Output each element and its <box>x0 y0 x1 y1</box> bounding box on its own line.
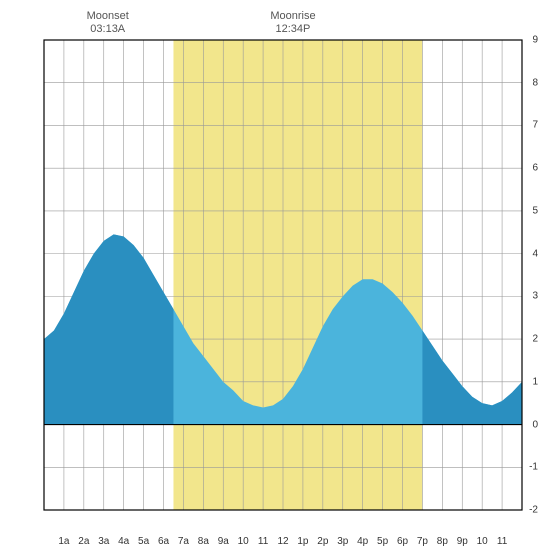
x-tick-label: 6a <box>158 536 169 547</box>
x-tick-label: 9p <box>457 536 468 547</box>
x-tick-label: 10 <box>477 536 488 547</box>
chart-svg <box>10 10 540 522</box>
x-tick-label: 1p <box>297 536 308 547</box>
y-tick-label: 3 <box>532 291 538 302</box>
top-annotations: Moonset 03:13A Moonrise 12:34P <box>10 10 540 38</box>
x-tick-label: 2a <box>78 536 89 547</box>
x-tick-label: 10 <box>238 536 249 547</box>
y-tick-label: 5 <box>532 205 538 216</box>
y-axis-labels: -2-10123456789 <box>524 40 538 510</box>
moonset-annotation: Moonset 03:13A <box>78 10 138 36</box>
x-tick-label: 7a <box>178 536 189 547</box>
moonrise-time: 12:34P <box>263 23 323 36</box>
x-tick-label: 6p <box>397 536 408 547</box>
y-tick-label: 8 <box>532 77 538 88</box>
y-tick-label: -1 <box>529 462 538 473</box>
x-tick-label: 2p <box>317 536 328 547</box>
x-tick-label: 4p <box>357 536 368 547</box>
x-tick-label: 3p <box>337 536 348 547</box>
x-tick-label: 1a <box>58 536 69 547</box>
y-tick-label: 2 <box>532 334 538 345</box>
x-tick-label: 11 <box>497 536 507 547</box>
x-tick-label: 5p <box>377 536 388 547</box>
x-tick-label: 4a <box>118 536 129 547</box>
x-tick-label: 7p <box>417 536 428 547</box>
y-tick-label: 4 <box>532 248 538 259</box>
y-tick-label: 9 <box>532 35 538 46</box>
x-tick-label: 3a <box>98 536 109 547</box>
y-tick-label: 1 <box>532 376 538 387</box>
y-tick-label: 7 <box>532 120 538 131</box>
moonset-title: Moonset <box>78 10 138 23</box>
y-tick-label: 0 <box>532 419 538 430</box>
y-tick-label: -2 <box>529 505 538 516</box>
x-tick-label: 5a <box>138 536 149 547</box>
x-tick-label: 8p <box>437 536 448 547</box>
x-tick-label: 9a <box>218 536 229 547</box>
moonrise-annotation: Moonrise 12:34P <box>263 10 323 36</box>
tide-chart: Moonset 03:13A Moonrise 12:34P -2 -1 0 1 2 3 4… <box>10 10 540 540</box>
x-tick-label: 8a <box>198 536 209 547</box>
x-tick-label: 12 <box>277 536 288 547</box>
moonrise-title: Moonrise <box>263 10 323 23</box>
y-tick-label: 6 <box>532 163 538 174</box>
moonset-time: 03:13A <box>78 23 138 36</box>
x-tick-label: 11 <box>258 536 268 547</box>
